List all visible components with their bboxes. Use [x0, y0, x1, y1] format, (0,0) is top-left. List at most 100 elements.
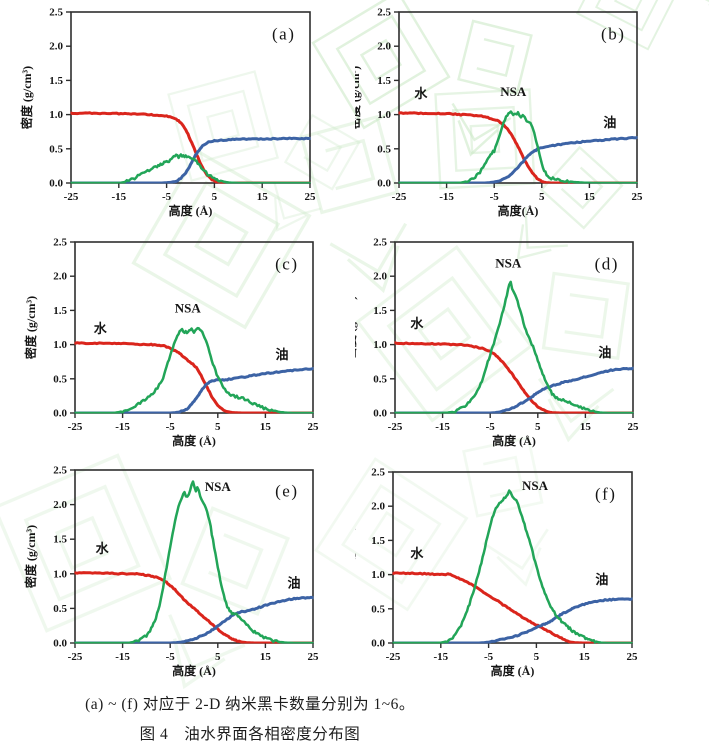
y-tick-label: 0.5 — [53, 373, 67, 385]
y-tick-label: 2.0 — [53, 271, 67, 283]
plot-box — [74, 241, 314, 414]
series-label: NSA — [205, 479, 232, 494]
series-label: 油 — [603, 115, 616, 130]
density-chart-e: 0.0 0.5 1.0 1.5 2.0 2.5 -25 -15 -5 5 15 25 高度 (Å) 密度 … — [0, 455, 354, 680]
curve-oil — [74, 367, 314, 414]
panel-label-d: (d) — [595, 254, 619, 273]
y-tick-label: 1.5 — [373, 305, 387, 317]
series-label: NSA — [175, 300, 202, 315]
chart-svg-e: 0.0 0.5 1.0 1.5 2.0 2.5 -25 -15 -5 5 15 25 高度 (Å) 密度 … — [23, 465, 320, 679]
y-axis-title: 密度 (g/cm³) — [355, 66, 362, 129]
y-tick-label: 1.5 — [53, 534, 67, 546]
curve-nsa — [74, 326, 314, 414]
density-chart-b: 0.0 0.5 1.0 1.5 2.0 2.5 -25 -15 -5 5 15 25 高度(Å) 密度 (… — [347, 0, 709, 230]
x-axis-title: 高度 (Å) — [492, 433, 536, 448]
y-tick-label: 2.5 — [49, 7, 63, 19]
curve-nsa — [70, 153, 311, 184]
curve-oil — [392, 597, 633, 644]
series-label: 水 — [96, 541, 110, 556]
y-tick-label: 1.0 — [373, 339, 387, 351]
y-tick-label: 0.0 — [49, 178, 63, 190]
curve-water — [74, 341, 314, 414]
y-tick-label: 1.0 — [53, 339, 67, 351]
series-label: 水 — [414, 86, 428, 101]
plot-box — [394, 241, 634, 414]
x-tick-label: 25 — [308, 651, 320, 663]
x-tick-label: 5 — [215, 421, 221, 433]
x-tick-label: 15 — [580, 421, 592, 433]
y-tick-label: 2.5 — [373, 237, 387, 249]
x-tick-label: 5 — [212, 191, 218, 203]
chart-svg-f: 0.0 0.5 1.0 1.5 2.0 2.5 -25 -15 -5 5 15 25 高度 (Å) 密度 … — [341, 467, 638, 679]
x-tick-label: 25 — [308, 421, 320, 433]
plot-box — [70, 11, 311, 184]
x-tick-label: 5 — [534, 651, 540, 663]
series-label: 油 — [287, 576, 300, 591]
x-tick-label: -25 — [388, 421, 403, 433]
y-tick-label: 2.0 — [49, 41, 63, 53]
curve-water — [398, 111, 638, 184]
x-tick-label: 15 — [260, 651, 272, 663]
caption-line-2: 图 4 油水界面各相密度分布图 — [139, 726, 361, 743]
x-tick-label: 5 — [535, 421, 541, 433]
x-tick-label: -15 — [439, 191, 454, 203]
x-tick-label: 25 — [632, 191, 644, 203]
y-tick-label: 2.0 — [53, 499, 67, 511]
x-tick-label: 25 — [305, 191, 317, 203]
series-label: 油 — [595, 572, 608, 587]
x-tick-label: 25 — [628, 421, 640, 433]
y-tick-label: 0.5 — [53, 603, 67, 615]
curve-nsa — [392, 489, 633, 644]
density-chart-a: 0.0 0.5 1.0 1.5 2.0 2.5 -25 -15 -5 5 15 25 高度 (Å) 密度 … — [0, 0, 354, 230]
plot-box — [392, 471, 633, 644]
panel-label-f: (f) — [595, 484, 616, 503]
y-tick-label: 1.0 — [49, 109, 63, 121]
series-label: 水 — [410, 546, 424, 561]
y-tick-label: 1.5 — [53, 305, 67, 317]
curve-oil — [74, 595, 314, 644]
series-label: NSA — [522, 478, 549, 493]
y-axis-title: 密度 (g/cm³) — [355, 526, 356, 589]
curve-water — [392, 571, 633, 644]
curve-oil — [70, 136, 311, 184]
x-axis-title: 高度 (Å) — [172, 433, 216, 448]
series-label: 油 — [598, 345, 611, 360]
panel-label-b: (b) — [601, 24, 625, 43]
x-tick-label: 15 — [579, 651, 591, 663]
x-tick-label: -15 — [435, 421, 450, 433]
plot-box — [398, 11, 638, 184]
y-tick-label: 1.0 — [53, 568, 67, 580]
y-tick-label: 2.0 — [373, 271, 387, 283]
panel-label-c: (c) — [275, 254, 298, 273]
y-tick-label: 1.5 — [377, 75, 391, 87]
series-label: 油 — [276, 347, 289, 362]
x-tick-label: -5 — [486, 421, 496, 433]
y-tick-label: 2.5 — [377, 7, 391, 19]
y-tick-label: 0.0 — [53, 408, 67, 420]
x-tick-label: -25 — [68, 421, 83, 433]
curve-water — [70, 111, 311, 184]
x-axis-title: 高度 (Å) — [491, 663, 535, 678]
x-tick-label: 5 — [215, 651, 221, 663]
x-tick-label: -5 — [166, 651, 176, 663]
y-tick-label: 1.5 — [49, 75, 63, 87]
x-tick-label: -25 — [392, 191, 407, 203]
x-tick-label: 15 — [257, 191, 269, 203]
x-tick-label: -15 — [433, 651, 448, 663]
x-tick-label: -25 — [68, 651, 83, 663]
chart-svg-d: 0.0 0.5 1.0 1.5 2.0 2.5 -25 -15 -5 5 15 25 高度 (Å) 密度 … — [343, 237, 640, 449]
density-chart-f: 0.0 0.5 1.0 1.5 2.0 2.5 -25 -15 -5 5 15 25 高度 (Å) 密度 … — [341, 455, 709, 680]
y-axis-title: 密度 (g/cm³) — [19, 66, 34, 129]
y-tick-label: 2.5 — [53, 237, 67, 249]
y-tick-label: 1.0 — [371, 569, 385, 581]
y-tick-label: 1.5 — [371, 535, 385, 547]
density-chart-d: 0.0 0.5 1.0 1.5 2.0 2.5 -25 -15 -5 5 15 25 高度 (Å) 密度 … — [343, 230, 709, 455]
y-axis-title: 密度 (g/cm³) — [23, 296, 38, 359]
y-tick-label: 0.0 — [53, 638, 67, 650]
chart-svg-c: 0.0 0.5 1.0 1.5 2.0 2.5 -25 -15 -5 5 15 25 高度 (Å) 密度 … — [23, 237, 320, 449]
y-tick-label: 0.0 — [377, 178, 391, 190]
y-tick-label: 2.0 — [371, 501, 385, 513]
plot-box — [74, 469, 314, 644]
y-tick-label: 0.5 — [373, 373, 387, 385]
